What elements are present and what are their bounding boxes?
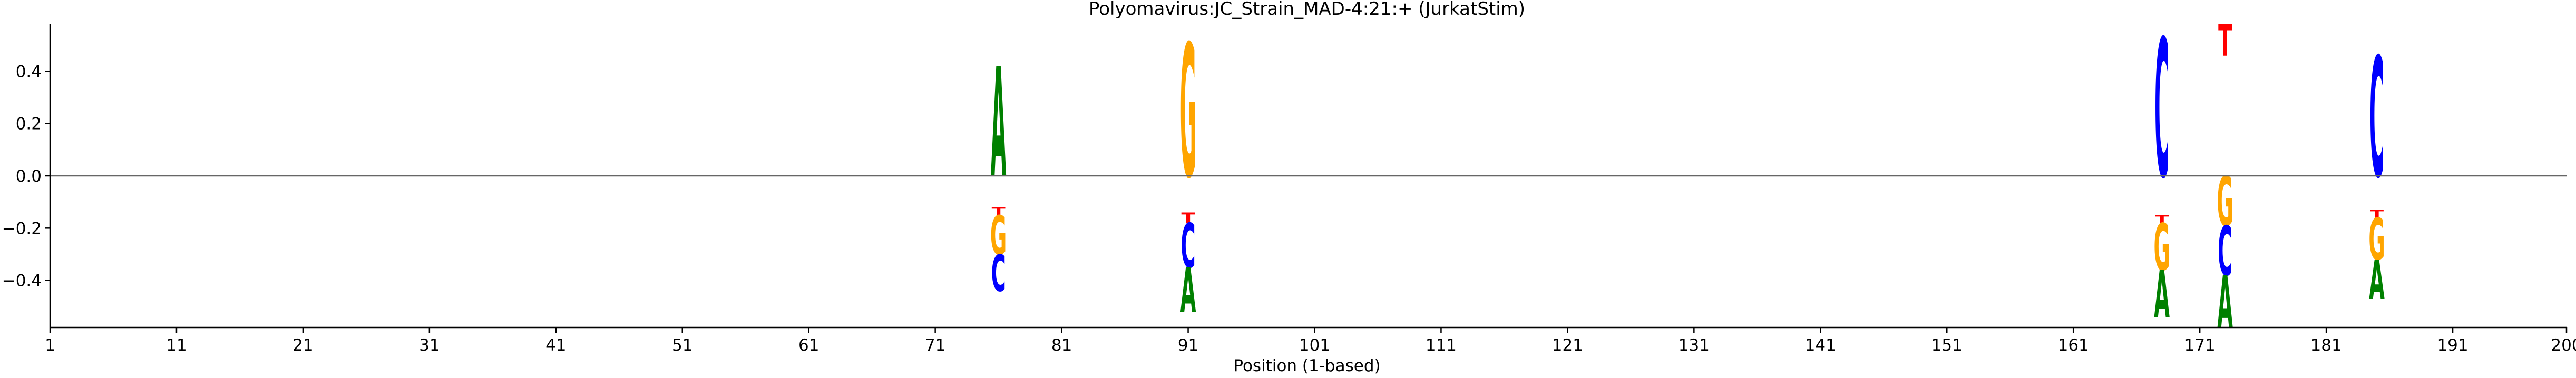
x-tick-label: 101 bbox=[1299, 336, 1330, 355]
x-axis-label: Position (1-based) bbox=[1233, 356, 1380, 375]
y-tick-label: −0.2 bbox=[2, 219, 42, 238]
logo-letter-C: C bbox=[2154, 1, 2169, 221]
x-tick-label: 11 bbox=[166, 336, 187, 355]
logo-letter-A: A bbox=[1180, 256, 1196, 326]
x-tick-label: 31 bbox=[419, 336, 440, 355]
x-tick-label: 61 bbox=[798, 336, 819, 355]
logo-letter-T: T bbox=[2218, 16, 2232, 66]
logo-letter-A: A bbox=[2154, 258, 2170, 333]
logo-letter-A: A bbox=[2217, 261, 2233, 344]
logo-letter-G: G bbox=[2153, 211, 2170, 286]
x-tick-label: 111 bbox=[1426, 336, 1457, 355]
x-tick-label: 71 bbox=[925, 336, 945, 355]
logo-letter-T: T bbox=[2370, 208, 2384, 220]
x-tick-label: 121 bbox=[1552, 336, 1583, 355]
logo-letter-G: G bbox=[2368, 207, 2385, 274]
x-tick-label: 151 bbox=[1931, 336, 1963, 355]
logo-letter-C: C bbox=[991, 245, 1006, 303]
chart-title: Polyomavirus:JC_Strain_MAD-4:21:+ (Jurka… bbox=[1089, 0, 1525, 19]
logo-letter-C: C bbox=[2218, 213, 2232, 292]
logo-letter-C: C bbox=[2369, 23, 2384, 215]
logo-letter-C: C bbox=[1181, 212, 1196, 282]
logo-letter-G: G bbox=[1180, 7, 1196, 220]
logo-letter-T: T bbox=[992, 206, 1006, 218]
logo-letter-T: T bbox=[1182, 210, 1196, 226]
y-tick-label: −0.4 bbox=[2, 272, 42, 291]
x-tick-label: 91 bbox=[1178, 336, 1198, 355]
x-tick-label: 141 bbox=[1805, 336, 1836, 355]
logo-letter-G: G bbox=[990, 205, 1007, 267]
y-tick-label: 0.0 bbox=[16, 167, 42, 186]
x-tick-label: 161 bbox=[2058, 336, 2089, 355]
x-tick-label: 191 bbox=[2437, 336, 2468, 355]
x-tick-label: 131 bbox=[1679, 336, 1710, 355]
x-tick-label: 81 bbox=[1051, 336, 1072, 355]
y-tick-label: 0.4 bbox=[16, 62, 42, 81]
x-tick-label: 41 bbox=[545, 336, 566, 355]
logo-letter-A: A bbox=[2369, 249, 2385, 312]
x-tick-label: 51 bbox=[672, 336, 692, 355]
x-ticks: 1 11 21 31 41 51 61 71 81 91 101 111 121 131 141 151 161… bbox=[45, 327, 2576, 355]
y-tick-label: 0.2 bbox=[16, 115, 42, 134]
x-tick-label: 171 bbox=[2184, 336, 2216, 355]
y-ticks: −0.4 −0.2 0.0 0.2 0.4 bbox=[2, 62, 50, 291]
x-tick-label: 200 bbox=[2551, 336, 2576, 355]
x-tick-label: 21 bbox=[292, 336, 313, 355]
x-tick-label: 181 bbox=[2311, 336, 2342, 355]
x-tick-label: 1 bbox=[45, 336, 55, 355]
logo-letter-T: T bbox=[2155, 213, 2169, 225]
logo-letter-A: A bbox=[991, 37, 1007, 212]
